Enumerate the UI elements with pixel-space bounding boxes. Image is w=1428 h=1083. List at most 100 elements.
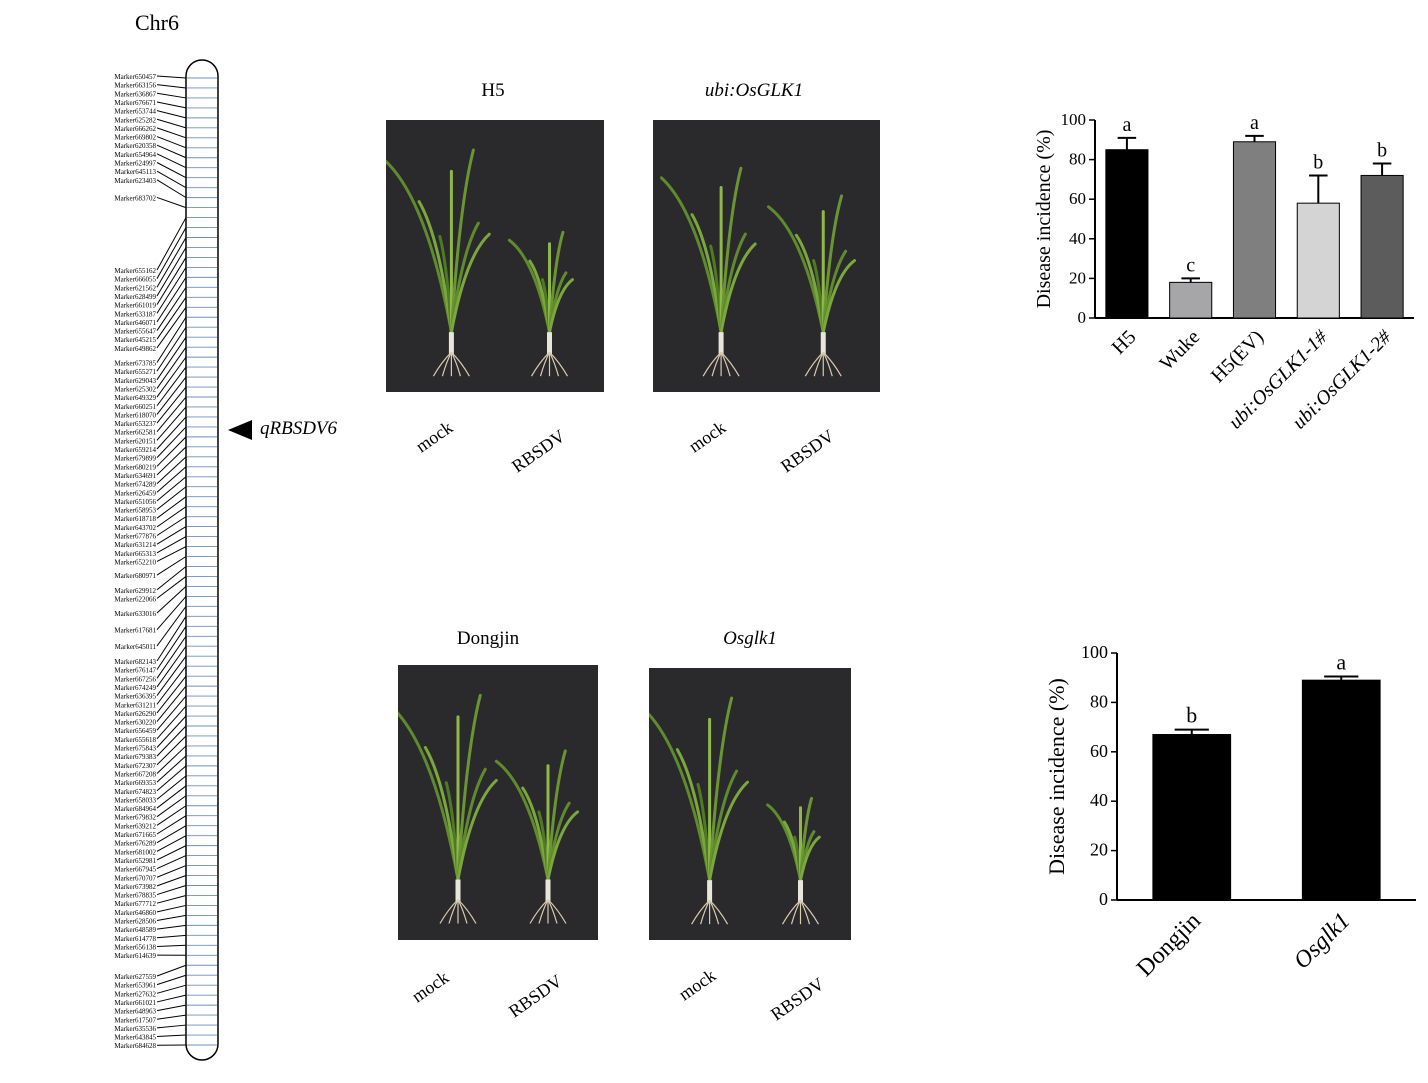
marker-connector xyxy=(156,336,187,381)
marker-connector xyxy=(156,894,187,904)
mock-plant xyxy=(659,166,757,377)
marker-label: Marker628506 xyxy=(114,918,156,926)
disease-incidence-chart-mutant: Disease incidence (%) 0 20 40 60 80 100 b Dongji… xyxy=(1044,642,1416,982)
marker-label: Marker683702 xyxy=(114,194,156,202)
marker-label: Marker614639 xyxy=(114,952,156,960)
root xyxy=(799,899,811,925)
photo-title-h5: H5 xyxy=(481,80,505,101)
marker-connector xyxy=(156,964,187,977)
marker-label: Marker623403 xyxy=(114,177,156,185)
root xyxy=(781,899,801,925)
marker-connector xyxy=(156,84,187,89)
marker-connector xyxy=(156,247,187,297)
marker-connector xyxy=(156,924,187,930)
chromosome-map: Marker650457Marker663156Marker636867Mark… xyxy=(114,59,219,1061)
marker-label: Marker674289 xyxy=(114,481,156,489)
root xyxy=(702,351,722,377)
y-tick-label: 80 xyxy=(1069,150,1086,169)
leaf xyxy=(546,749,567,881)
marker-label: Marker643702 xyxy=(114,524,156,532)
marker-connector xyxy=(156,456,187,484)
marker-connector xyxy=(156,436,187,467)
leaf xyxy=(456,778,498,881)
marker-label: Marker655271 xyxy=(114,368,156,376)
marker-label: Marker667945 xyxy=(114,866,156,874)
marker-label: Marker643845 xyxy=(114,1034,156,1042)
marker-label: Marker653237 xyxy=(114,420,156,428)
marker-connector xyxy=(156,426,187,458)
marker-label: Marker634691 xyxy=(114,472,156,480)
significance-label: b xyxy=(1313,151,1323,173)
mock-plant xyxy=(398,693,498,924)
marker-connector xyxy=(156,170,187,189)
root xyxy=(457,899,477,924)
marker-label: Marker663156 xyxy=(114,82,156,90)
marker-connector xyxy=(156,306,187,349)
marker-label: Marker631211 xyxy=(115,701,157,709)
marker-label: Marker625282 xyxy=(114,116,156,124)
marker-label: Marker665313 xyxy=(114,550,156,558)
marker-connector xyxy=(156,556,187,576)
significance-label: a xyxy=(1122,114,1131,136)
marker-connector xyxy=(156,1014,187,1020)
marker-connector xyxy=(156,994,187,1003)
marker-label: Marker667208 xyxy=(114,770,156,778)
marker-connector xyxy=(156,775,187,800)
marker-connector xyxy=(156,486,187,510)
marker-connector xyxy=(156,885,187,896)
marker-connector xyxy=(156,217,187,271)
leaf xyxy=(799,835,821,882)
marker-label: Marker676671 xyxy=(114,99,156,107)
root xyxy=(813,351,824,377)
marker-label: Marker656138 xyxy=(114,943,156,951)
marker-connector xyxy=(156,904,187,913)
marker-connector xyxy=(156,1024,187,1029)
marker-connector xyxy=(156,75,187,79)
marker-label: Marker622066 xyxy=(114,595,156,603)
marker-connector xyxy=(156,855,187,870)
photo-label-mock: mock xyxy=(685,417,730,457)
y-tick-label: 40 xyxy=(1069,229,1086,248)
marker-connector xyxy=(156,506,187,528)
significance-label: a xyxy=(1336,649,1346,674)
marker-label: Marker631214 xyxy=(114,541,156,549)
root xyxy=(691,899,711,925)
leaf xyxy=(548,278,574,334)
root xyxy=(700,899,711,925)
marker-connector xyxy=(156,566,187,591)
marker-connector xyxy=(156,875,187,887)
marker-label: Marker650457 xyxy=(114,73,156,81)
marker-label: Marker680219 xyxy=(114,463,156,471)
bar xyxy=(1301,679,1381,901)
leaf xyxy=(719,242,757,334)
disease-incidence-chart-overexpression: Disease incidence (%) 0 20 40 60 80 100 a H5 c Wuk… xyxy=(1033,110,1414,433)
marker-label: Marker625302 xyxy=(114,385,156,393)
marker-label: Marker648963 xyxy=(114,1008,156,1016)
leaf xyxy=(821,259,857,334)
marker-connector xyxy=(156,984,187,994)
marker-label: Marker624997 xyxy=(114,160,156,168)
leaf xyxy=(398,711,460,881)
root xyxy=(432,351,452,377)
marker-label: Marker673785 xyxy=(114,360,156,368)
mock-plant xyxy=(649,696,749,925)
marker-connector xyxy=(156,196,187,209)
marker-connector xyxy=(156,596,187,631)
root xyxy=(547,899,558,924)
root xyxy=(450,351,461,377)
marker-connector xyxy=(156,162,187,179)
marker-connector xyxy=(156,635,187,679)
leaf xyxy=(821,194,844,334)
marker-label: Marker646860 xyxy=(114,909,156,917)
root xyxy=(450,351,470,377)
marker-connector xyxy=(156,227,187,279)
marker-label: Marker653744 xyxy=(114,108,156,116)
leaf xyxy=(546,810,580,881)
marker-label: Marker655618 xyxy=(114,736,156,744)
y-tick-label: 60 xyxy=(1069,189,1086,208)
bar xyxy=(1152,734,1232,901)
marker-connector xyxy=(156,92,187,99)
marker-label: Marker679832 xyxy=(114,814,156,822)
marker-label: Marker661021 xyxy=(114,999,156,1007)
mock-plant xyxy=(386,148,491,377)
